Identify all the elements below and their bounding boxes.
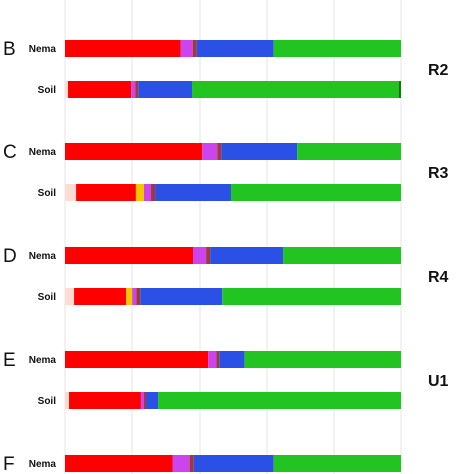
bar-segment-magenta [180, 40, 193, 57]
bar-segment-magenta [143, 184, 152, 201]
bar-segment-blue [210, 247, 284, 264]
bar-segment-magenta [140, 392, 144, 409]
bar-segment-red [76, 184, 136, 201]
bar-segment-pale [65, 392, 70, 409]
bar-row-soil: Soil [38, 184, 401, 201]
bar-segment-maroon [216, 351, 220, 368]
bar-segment-maroon [206, 247, 211, 264]
bar-segment-green [273, 40, 401, 57]
bar-segment-maroon [189, 455, 194, 472]
bar-segment-magenta [193, 247, 207, 264]
bar-segment-pale [65, 81, 69, 98]
bar-segment-red [74, 288, 127, 305]
panel-d: D Nema Soil R4 [3, 246, 449, 305]
panel-letter: D [3, 246, 17, 267]
row-label: Soil [38, 396, 57, 407]
bar-row-soil: Soil [38, 81, 401, 98]
bar-segment-blue [219, 351, 245, 368]
bar-row-nema: Nema [29, 40, 401, 57]
bar-segment-maroon [143, 392, 146, 409]
bar-segment-yellow [135, 184, 144, 201]
panel-b: B Nema Soil R2 [3, 39, 449, 98]
bar-segment-green [283, 247, 401, 264]
group-label: R4 [428, 269, 449, 286]
bar-segment-green [158, 392, 401, 409]
bar-segment-green [297, 143, 401, 160]
panel-f: F Nema [3, 454, 401, 474]
bar-segment-green [244, 351, 401, 368]
bar-segment-green [222, 288, 401, 305]
bar-segment-blue [196, 40, 274, 57]
bar-segment-blue [140, 288, 223, 305]
row-label: Soil [38, 188, 57, 199]
bar-segment-pale [65, 184, 77, 201]
row-label: Nema [29, 355, 57, 366]
bar-segment-darkgreen [398, 81, 401, 98]
bar-segment-red [65, 351, 209, 368]
row-label: Soil [38, 85, 57, 96]
bar-row-nema: Nema [29, 351, 401, 368]
bar-segment-blue [221, 143, 298, 160]
bar-segment-maroon [151, 184, 156, 201]
bar-segment-maroon [192, 40, 197, 57]
row-label: Soil [38, 292, 57, 303]
group-label: U1 [428, 373, 449, 390]
group-label: R2 [428, 62, 449, 79]
row-label: Nema [29, 44, 57, 55]
panel-e: E Nema Soil U1 [3, 350, 449, 409]
bar-segment-magenta [132, 288, 137, 305]
bar-segment-green [192, 81, 399, 98]
bar-segment-red [65, 143, 203, 160]
bar-segment-pale [65, 288, 75, 305]
bar-row-soil: Soil [38, 392, 401, 409]
bar-segment-red [68, 81, 132, 98]
bar-segment-magenta [208, 351, 217, 368]
bar-segment-red [65, 40, 181, 57]
bar-segment-maroon [136, 288, 141, 305]
bar-segment-magenta [131, 81, 136, 98]
panel-letter: C [3, 142, 17, 163]
row-label: Nema [29, 459, 57, 470]
group-label: R3 [428, 165, 449, 182]
bar-segment-yellow [126, 288, 133, 305]
panel-c: C Nema Soil R3 [3, 142, 449, 201]
bar-segment-red [69, 392, 141, 409]
bar-segment-magenta [172, 455, 190, 472]
panel-letter: E [3, 350, 16, 371]
bar-segment-blue [138, 81, 193, 98]
bar-segment-magenta [202, 143, 218, 160]
row-label: Nema [29, 147, 57, 158]
panels: B Nema Soil R2 C Nema Soil R3 D Nema Soil R4 E Nema So… [3, 39, 449, 474]
panel-letter: B [3, 39, 16, 60]
bar-segment-red [65, 247, 194, 264]
panel-letter: F [3, 454, 15, 474]
bar-segment-green [273, 455, 401, 472]
bar-row-nema: Nema [29, 455, 401, 472]
row-label: Nema [29, 251, 57, 262]
bar-row-soil: Soil [38, 288, 401, 305]
bar-segment-blue [145, 392, 159, 409]
bar-row-nema: Nema [29, 143, 401, 160]
bar-segment-maroon [217, 143, 222, 160]
bar-segment-maroon [135, 81, 139, 98]
bar-row-nema: Nema [29, 247, 401, 264]
bar-segment-red [65, 455, 173, 472]
bar-segment-blue [155, 184, 231, 201]
bar-segment-blue [193, 455, 274, 472]
bar-segment-green [230, 184, 401, 201]
